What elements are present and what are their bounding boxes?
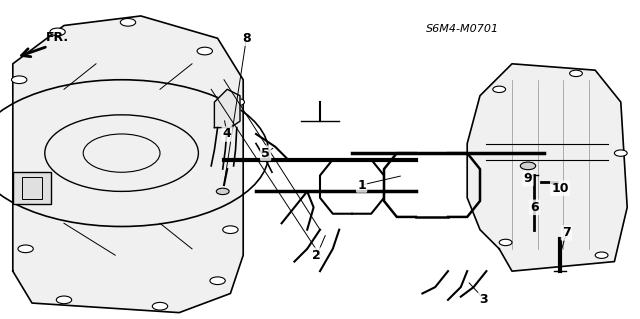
Text: S6M4-M0701: S6M4-M0701	[426, 24, 499, 34]
Circle shape	[216, 188, 229, 195]
Bar	[13, 172, 51, 204]
Circle shape	[210, 277, 225, 285]
Circle shape	[120, 19, 136, 26]
Polygon shape	[467, 64, 627, 271]
Text: 9: 9	[524, 172, 532, 185]
Circle shape	[229, 98, 244, 106]
Text: 10: 10	[551, 182, 569, 195]
Bar	[22, 177, 42, 199]
Circle shape	[499, 239, 512, 246]
Text: FR.: FR.	[46, 31, 69, 44]
Circle shape	[595, 252, 608, 258]
Circle shape	[614, 150, 627, 156]
Text: 6: 6	[530, 201, 539, 214]
Text: 2: 2	[312, 249, 321, 262]
Polygon shape	[13, 16, 243, 313]
Text: 5: 5	[261, 147, 270, 160]
Circle shape	[493, 86, 506, 93]
Circle shape	[152, 302, 168, 310]
Circle shape	[570, 70, 582, 77]
Text: 1: 1	[357, 179, 366, 191]
Circle shape	[197, 47, 212, 55]
Text: 3: 3	[479, 293, 488, 306]
Circle shape	[50, 28, 65, 36]
Text: 8: 8	[242, 32, 251, 45]
Circle shape	[18, 245, 33, 253]
Circle shape	[223, 226, 238, 234]
Circle shape	[56, 296, 72, 304]
Polygon shape	[214, 89, 240, 128]
Text: 7: 7	[562, 226, 571, 239]
Circle shape	[12, 76, 27, 84]
Text: 4: 4	[223, 128, 232, 140]
Circle shape	[520, 162, 536, 170]
